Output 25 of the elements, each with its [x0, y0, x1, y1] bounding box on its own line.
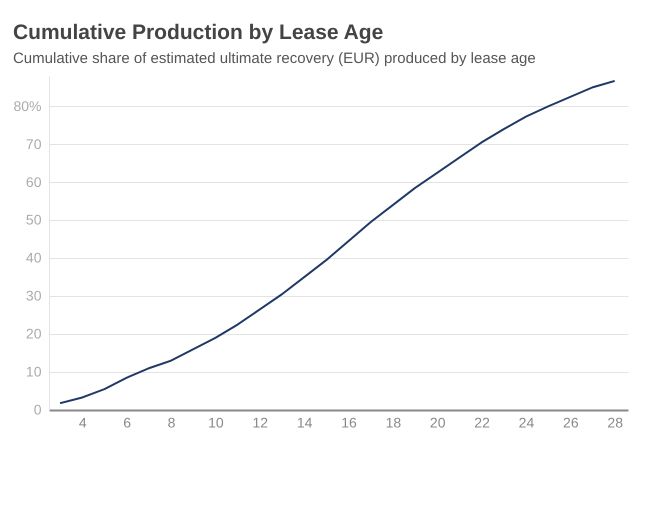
y-tick-label: 80% [13, 98, 42, 114]
x-tick-label: 4 [78, 414, 87, 430]
x-tick-label: 10 [208, 414, 224, 430]
y-tick-label: 20 [26, 326, 42, 342]
x-tick-label: 24 [518, 414, 534, 430]
x-tick-label: 22 [474, 414, 490, 430]
x-tick-label: 14 [296, 414, 313, 430]
y-tick-label: 50 [26, 212, 42, 228]
y-tick-label: 70 [26, 136, 42, 152]
x-tick-label: 20 [430, 414, 446, 430]
chart-title: Cumulative Production by Lease Age [12, 21, 384, 44]
y-tick-label: 0 [34, 402, 42, 418]
x-tick-label: 28 [607, 414, 624, 430]
x-tick-label: 18 [386, 414, 402, 430]
chart-subtitle: Cumulative share of estimated ultimate recovery (EUR) produced by lease age [12, 50, 536, 67]
x-tick-label: 8 [168, 414, 176, 430]
x-tick-label: 6 [123, 414, 132, 430]
y-tick-label: 10 [26, 364, 42, 380]
x-tick-label: 12 [252, 414, 268, 430]
x-tick-label: 16 [341, 414, 357, 430]
y-tick-label: 40 [26, 250, 42, 266]
x-tick-label: 26 [563, 414, 579, 430]
y-tick-label: 60 [26, 174, 42, 190]
y-tick-label: 30 [26, 288, 42, 304]
line-series [59, 80, 616, 404]
